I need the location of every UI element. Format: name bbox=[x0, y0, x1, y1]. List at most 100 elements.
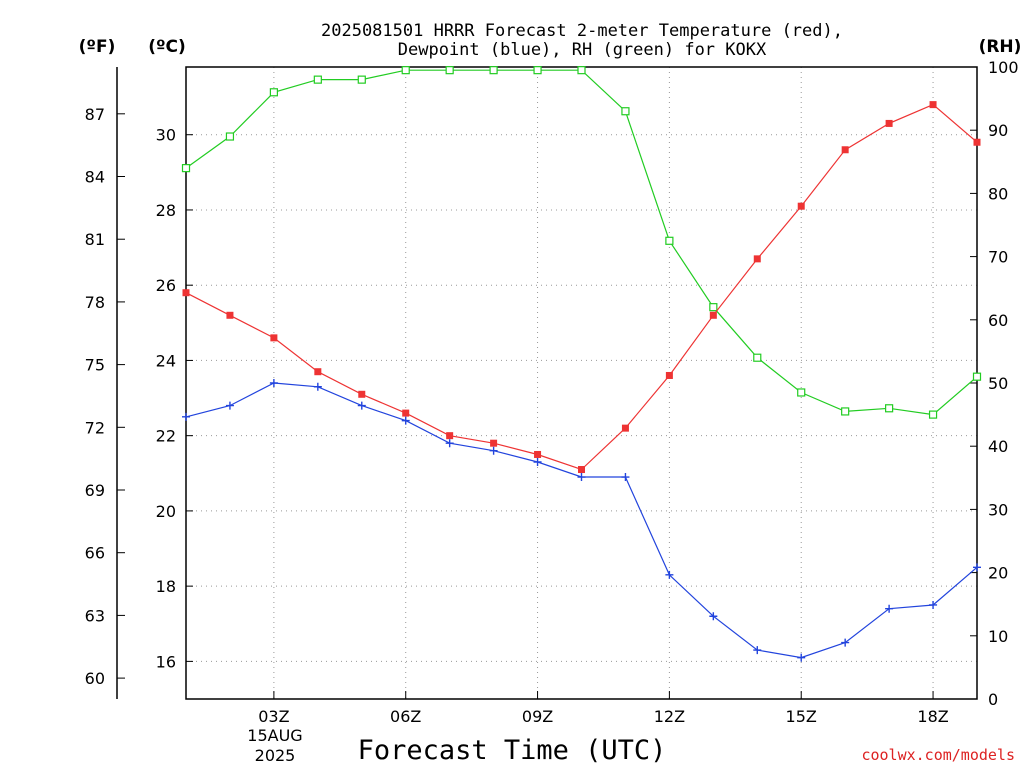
temperature-point bbox=[490, 439, 498, 447]
rh-point bbox=[797, 388, 806, 397]
rh-line bbox=[185, 69, 978, 416]
rh-point bbox=[533, 66, 542, 75]
dewpoint-point bbox=[973, 563, 981, 572]
temperature-point bbox=[226, 311, 234, 319]
series-layer bbox=[181, 66, 982, 662]
rh-point bbox=[357, 75, 366, 84]
temperature-point bbox=[182, 289, 190, 297]
rh-tick-label: 60 bbox=[988, 311, 1008, 330]
temperature-point bbox=[534, 450, 542, 458]
rh-tick-label: 40 bbox=[988, 437, 1008, 456]
rh-tick-label: 30 bbox=[988, 500, 1008, 519]
dewpoint-point bbox=[841, 638, 850, 647]
temperature-point bbox=[841, 146, 849, 154]
rh-unit-label: (RH) bbox=[979, 37, 1022, 57]
rh-tick-label: 80 bbox=[988, 184, 1008, 203]
dewpoint-line bbox=[185, 382, 978, 659]
fahrenheit-tick-label: 69 bbox=[85, 481, 105, 500]
temperature-point bbox=[665, 371, 673, 379]
rh-tick-label: 90 bbox=[988, 121, 1008, 140]
temperature-point bbox=[446, 432, 454, 440]
fahrenheit-tick-label: 60 bbox=[85, 669, 105, 688]
rh-point bbox=[665, 236, 674, 245]
dewpoint-point bbox=[225, 401, 234, 410]
rh-axis: 0 10 20 30 40 50 60 70 80 90 100 bbox=[970, 58, 1019, 709]
grid-lines bbox=[186, 67, 977, 699]
chart-title-line-2: Dewpoint (blue), RH (green) for KOKX bbox=[398, 40, 767, 60]
temperature-point bbox=[578, 466, 585, 474]
fahrenheit-axis: 60 63 66 69 72 75 78 81 84 87 bbox=[85, 105, 125, 688]
date-label-line-2: 2025 bbox=[255, 746, 296, 765]
dewpoint-point bbox=[357, 401, 366, 410]
rh-tick-label: 20 bbox=[988, 564, 1008, 583]
rh-point bbox=[709, 303, 718, 312]
time-tick-label: 18Z bbox=[917, 707, 948, 726]
rh-tick-label: 100 bbox=[988, 58, 1019, 77]
rh-point bbox=[445, 66, 454, 75]
rh-point bbox=[885, 404, 894, 413]
temperature-point bbox=[358, 390, 366, 398]
celsius-tick-label: 24 bbox=[156, 351, 176, 370]
temperature-point bbox=[885, 119, 893, 127]
time-tick-label: 03Z bbox=[258, 707, 289, 726]
dewpoint-point bbox=[445, 439, 454, 448]
dewpoint-point bbox=[709, 612, 718, 621]
chart-title-line-1: 2025081501 HRRR Forecast 2-meter Tempera… bbox=[321, 21, 843, 41]
temperature-point bbox=[709, 311, 717, 319]
fahrenheit-tick-label: 87 bbox=[85, 105, 105, 124]
rh-point bbox=[577, 66, 586, 75]
celsius-tick-label: 22 bbox=[156, 427, 176, 446]
rh-point bbox=[181, 164, 191, 173]
temperature-point bbox=[973, 138, 981, 146]
dewpoint-point bbox=[885, 604, 894, 613]
fahrenheit-tick-label: 75 bbox=[85, 356, 105, 375]
dewpoint-point bbox=[753, 646, 762, 655]
dewpoint-point bbox=[489, 446, 498, 455]
celsius-tick-label: 16 bbox=[156, 652, 176, 671]
rh-point bbox=[225, 132, 235, 141]
temperature-point bbox=[929, 101, 937, 109]
fahrenheit-tick-label: 66 bbox=[85, 544, 105, 563]
rh-point bbox=[841, 407, 850, 416]
rh-point bbox=[489, 66, 498, 75]
dewpoint-point bbox=[182, 412, 190, 421]
dewpoint-point bbox=[313, 382, 322, 391]
rh-point bbox=[313, 75, 322, 84]
dewpoint-point bbox=[533, 458, 542, 466]
rh-tick-label: 0 bbox=[988, 690, 998, 709]
time-tick-label: 09Z bbox=[522, 707, 553, 726]
celsius-tick-label: 26 bbox=[156, 276, 176, 295]
dewpoint-point bbox=[401, 416, 410, 425]
celsius-unit-label: (ºC) bbox=[148, 37, 186, 57]
time-tick-label: 15Z bbox=[786, 707, 817, 726]
celsius-axis: 16 18 20 22 24 26 28 30 bbox=[156, 126, 193, 671]
rh-tick-label: 10 bbox=[988, 627, 1008, 646]
temperature-point bbox=[797, 202, 805, 210]
celsius-tick-label: 30 bbox=[156, 126, 176, 145]
dewpoint-point bbox=[665, 570, 674, 579]
temperature-line bbox=[185, 103, 978, 471]
rh-tick-label: 50 bbox=[988, 374, 1008, 393]
temperature-point bbox=[270, 334, 278, 342]
rh-tick-label: 70 bbox=[988, 248, 1008, 267]
dewpoint-point bbox=[269, 379, 278, 387]
celsius-tick-label: 28 bbox=[156, 201, 176, 220]
time-tick-label: 12Z bbox=[654, 707, 685, 726]
rh-point bbox=[972, 372, 982, 381]
rh-series bbox=[181, 66, 982, 419]
celsius-tick-label: 20 bbox=[156, 502, 176, 521]
fahrenheit-tick-label: 72 bbox=[85, 418, 105, 437]
fahrenheit-tick-label: 84 bbox=[85, 168, 105, 187]
dewpoint-series bbox=[182, 379, 981, 662]
dewpoint-point bbox=[797, 653, 806, 662]
temperature-point bbox=[402, 409, 410, 417]
dewpoint-point bbox=[621, 473, 630, 482]
temperature-series bbox=[182, 101, 981, 474]
dewpoint-point bbox=[929, 600, 938, 609]
rh-point bbox=[621, 107, 630, 116]
dewpoint-point bbox=[577, 473, 586, 482]
plot-frame bbox=[185, 66, 978, 700]
fahrenheit-unit-label: (ºF) bbox=[79, 37, 116, 57]
credit-link[interactable]: coolwx.com/models bbox=[861, 746, 1015, 764]
